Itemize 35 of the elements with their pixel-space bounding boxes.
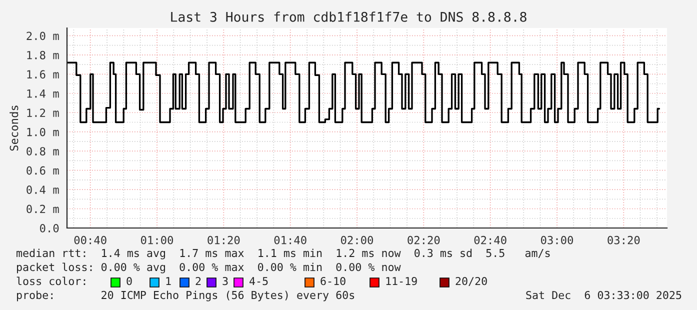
y-tick-label: 1.0 m: [27, 128, 59, 136]
x-tick-label: 02:40: [474, 236, 506, 244]
x-tick-label: 03:20: [608, 236, 640, 244]
text: probe: 20 ICMP Echo Pings (56 Bytes) every 60s: [17, 290, 354, 302]
x-tick-label: 02:20: [408, 236, 440, 244]
x-tick-label: 03:00: [541, 236, 574, 244]
text: 0: [126, 276, 132, 286]
y-tick-label: 1.6 m: [27, 70, 59, 79]
text: Sat Dec 6 03:33:00 2025: [526, 290, 682, 300]
y-tick-label: 1.8 m: [27, 50, 59, 60]
y-tick-label: 1.4 m: [27, 90, 59, 98]
y-tick-label: 0.8 m: [26, 147, 59, 156]
text: 4-5: [250, 277, 268, 286]
x-tick-label: 01:20: [208, 236, 240, 244]
text: packet loss: 0.00 % avg 0.00 % max 0.00 % min 0.00 % now: [17, 262, 401, 274]
x-tick-label: 01:00: [141, 236, 174, 244]
text: median rtt: 1.4 ms avg 1.7 ms max 1.1 ms min 1.2 ms now 0.3 ms sd 5.5 am/s: [16, 248, 550, 260]
y-tick-label: 0.2 m: [26, 204, 59, 214]
text: 11-19: [386, 276, 417, 286]
x-tick-label: 00:40: [74, 236, 106, 244]
x-tick-label: 02:00: [341, 236, 374, 244]
y-axis-title: Seconds: [10, 106, 18, 151]
y-tick-label: 1.2 m: [27, 108, 59, 117]
text: loss color:: [16, 276, 86, 286]
text: 6-10: [320, 276, 346, 286]
y-tick-label: 0.0: [40, 224, 59, 232]
y-tick-label: 2.0 m: [26, 32, 59, 40]
y-tick-label: 0.6 m: [26, 166, 59, 175]
chart-title: Last 3 Hours from cdb1f18f1f7e to DNS 8.8.8.8: [171, 12, 526, 22]
text: 1: [166, 277, 171, 286]
text: 2: [196, 276, 201, 286]
y-tick-label: 0.4 m: [26, 186, 59, 194]
text: 20/20: [456, 276, 487, 286]
x-tick-label: 01:40: [274, 236, 306, 244]
text: 3: [222, 276, 228, 286]
